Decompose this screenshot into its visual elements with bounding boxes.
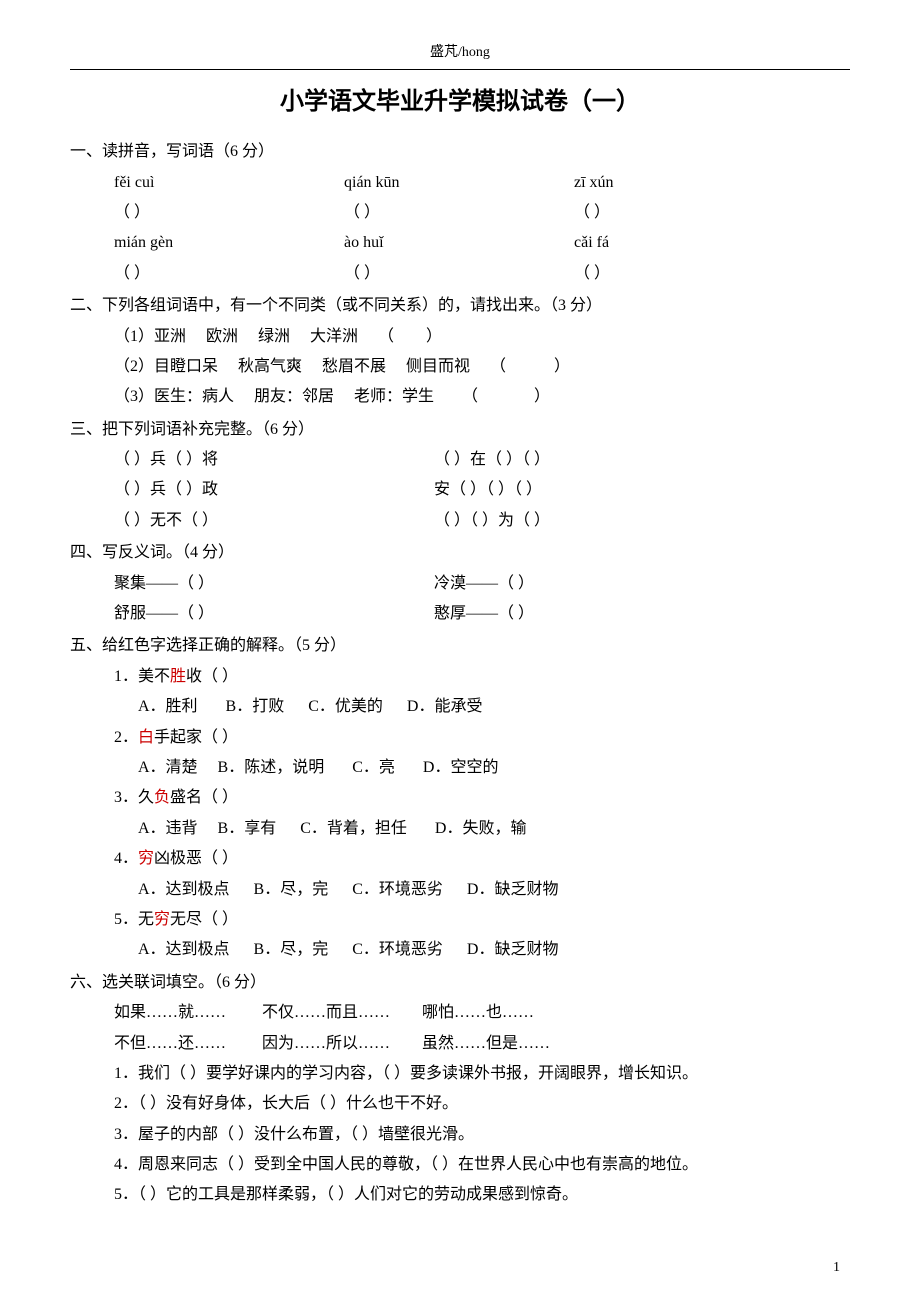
s5-q2-opts: A．清楚 B．陈述，说明 C．亮 D．空空的 — [70, 753, 850, 783]
s2-line-1: （1）亚洲 欧洲 绿洲 大洋洲 （ ） — [70, 322, 850, 352]
s2-line-3: （3）医生：病人 朋友：邻居 老师：学生 （ ） — [70, 382, 850, 412]
s3-r2-right: 安（ ）（ ）（ ） — [434, 475, 542, 505]
s6-line-2: 2．（ ）没有好身体，长大后（ ）什么也干不好。 — [70, 1089, 850, 1119]
s3-r1-left: （ ）兵（ ）将 — [114, 445, 434, 475]
s5-q1-red: 胜 — [170, 668, 186, 685]
blank-2a: （ ） — [114, 259, 344, 289]
pinyin-1a: fěi cuì — [114, 168, 344, 198]
page-header: 盛芃/hong — [70, 40, 850, 70]
page-number: 1 — [833, 1255, 840, 1282]
section-6: 六、选关联词填空。（6 分） 如果……就…… 不仅……而且…… 哪怕……也…… … — [70, 968, 850, 1211]
s5-q4-post: 凶极恶（ ） — [154, 850, 238, 867]
section-6-heading: 六、选关联词填空。（6 分） — [70, 968, 850, 998]
s5-q2-pre: 2． — [114, 729, 138, 746]
section-1: 一、读拼音，写词语（6 分） fěi cuì qián kūn zī xún （… — [70, 137, 850, 289]
s5-q4-pre: 4． — [114, 850, 138, 867]
pinyin-2b: ào huǐ — [344, 228, 574, 258]
pinyin-row-1: fěi cuì qián kūn zī xún — [70, 168, 850, 198]
s6-line-1: 1．我们（ ）要学好课内的学习内容，（ ）要多读课外书报，开阔眼界，增长知识。 — [70, 1059, 850, 1089]
s3-r3-left: （ ）无不（ ） — [114, 506, 434, 536]
document-title: 小学语文毕业升学模拟试卷（一） — [70, 80, 850, 126]
blank-row-1: （ ） （ ） （ ） — [70, 198, 850, 228]
s5-q4-red: 穷 — [138, 850, 154, 867]
s5-q1-pre: 1．美不 — [114, 668, 170, 685]
s6-line-4: 4．周恩来同志（ ）受到全中国人民的尊敬，（ ）在世界人民心中也有崇高的地位。 — [70, 1150, 850, 1180]
s6-bank-1: 如果……就…… 不仅……而且…… 哪怕……也…… — [70, 998, 850, 1028]
s5-q2-red: 白 — [138, 729, 154, 746]
section-3-heading: 三、把下列词语补充完整。（6 分） — [70, 415, 850, 445]
s6-line-5: 5．（ ）它的工具是那样柔弱，（ ）人们对它的劳动成果感到惊奇。 — [70, 1180, 850, 1210]
section-5-heading: 五、给红色字选择正确的解释。（5 分） — [70, 631, 850, 661]
s5-q3-red: 负 — [154, 789, 170, 806]
s5-q2: 2．白手起家（ ） — [70, 723, 850, 753]
s4-r2-right: 憨厚——（ ） — [434, 599, 534, 629]
blank-2c: （ ） — [574, 259, 774, 289]
s6-bank-2: 不但……还…… 因为……所以…… 虽然……但是…… — [70, 1029, 850, 1059]
section-4-heading: 四、写反义词。（4 分） — [70, 538, 850, 568]
section-4: 四、写反义词。（4 分） 聚集——（ ） 冷漠——（ ） 舒服——（ ） 憨厚—… — [70, 538, 850, 629]
s3-r3-right: （ ）（ ）为（ ） — [434, 506, 550, 536]
pinyin-1c: zī xún — [574, 168, 774, 198]
s5-q4-opts: A．达到极点 B．尽，完 C．环境恶劣 D．缺乏财物 — [70, 875, 850, 905]
s3-r1-right: （ ）在（ ）（ ） — [434, 445, 550, 475]
section-3: 三、把下列词语补充完整。（6 分） （ ）兵（ ）将 （ ）在（ ）（ ） （ … — [70, 415, 850, 537]
section-2-heading: 二、下列各组词语中，有一个不同类（或不同关系）的，请找出来。（3 分） — [70, 291, 850, 321]
s2-line-2: （2）目瞪口呆 秋高气爽 愁眉不展 侧目而视 （ ） — [70, 352, 850, 382]
section-5: 五、给红色字选择正确的解释。（5 分） 1．美不胜收（ ） A．胜利 B．打败 … — [70, 631, 850, 965]
s5-q5: 5．无穷无尽（ ） — [70, 905, 850, 935]
s5-q3-post: 盛名（ ） — [170, 789, 238, 806]
blank-row-2: （ ） （ ） （ ） — [70, 259, 850, 289]
blank-1c: （ ） — [574, 198, 774, 228]
pinyin-2c: cǎi fá — [574, 228, 774, 258]
s3-r2-left: （ ）兵（ ）政 — [114, 475, 434, 505]
s5-q1-opts: A．胜利 B．打败 C．优美的 D．能承受 — [70, 692, 850, 722]
s6-line-3: 3．屋子的内部（ ）没什么布置，（ ）墙壁很光滑。 — [70, 1120, 850, 1150]
s5-q3-pre: 3．久 — [114, 789, 154, 806]
blank-2b: （ ） — [344, 259, 574, 289]
section-2: 二、下列各组词语中，有一个不同类（或不同关系）的，请找出来。（3 分） （1）亚… — [70, 291, 850, 413]
s5-q4: 4．穷凶极恶（ ） — [70, 844, 850, 874]
s4-row-2: 舒服——（ ） 憨厚——（ ） — [70, 599, 850, 629]
blank-1b: （ ） — [344, 198, 574, 228]
s5-q3-opts: A．违背 B．享有 C．背着，担任 D．失败，输 — [70, 814, 850, 844]
s5-q5-red: 穷 — [154, 911, 170, 928]
s4-r1-left: 聚集——（ ） — [114, 569, 434, 599]
pinyin-row-2: mián gèn ào huǐ cǎi fá — [70, 228, 850, 258]
s4-r1-right: 冷漠——（ ） — [434, 569, 534, 599]
blank-1a: （ ） — [114, 198, 344, 228]
s3-row-2: （ ）兵（ ）政 安（ ）（ ）（ ） — [70, 475, 850, 505]
s3-row-3: （ ）无不（ ） （ ）（ ）为（ ） — [70, 506, 850, 536]
s5-q1-post: 收（ ） — [186, 668, 238, 685]
s3-row-1: （ ）兵（ ）将 （ ）在（ ）（ ） — [70, 445, 850, 475]
pinyin-1b: qián kūn — [344, 168, 574, 198]
s5-q2-post: 手起家（ ） — [154, 729, 238, 746]
s5-q5-opts: A．达到极点 B．尽，完 C．环境恶劣 D．缺乏财物 — [70, 935, 850, 965]
s5-q5-post: 无尽（ ） — [170, 911, 238, 928]
s5-q3: 3．久负盛名（ ） — [70, 783, 850, 813]
s5-q5-pre: 5．无 — [114, 911, 154, 928]
s4-r2-left: 舒服——（ ） — [114, 599, 434, 629]
pinyin-2a: mián gèn — [114, 228, 344, 258]
s5-q1: 1．美不胜收（ ） — [70, 662, 850, 692]
s4-row-1: 聚集——（ ） 冷漠——（ ） — [70, 569, 850, 599]
section-1-heading: 一、读拼音，写词语（6 分） — [70, 137, 850, 167]
